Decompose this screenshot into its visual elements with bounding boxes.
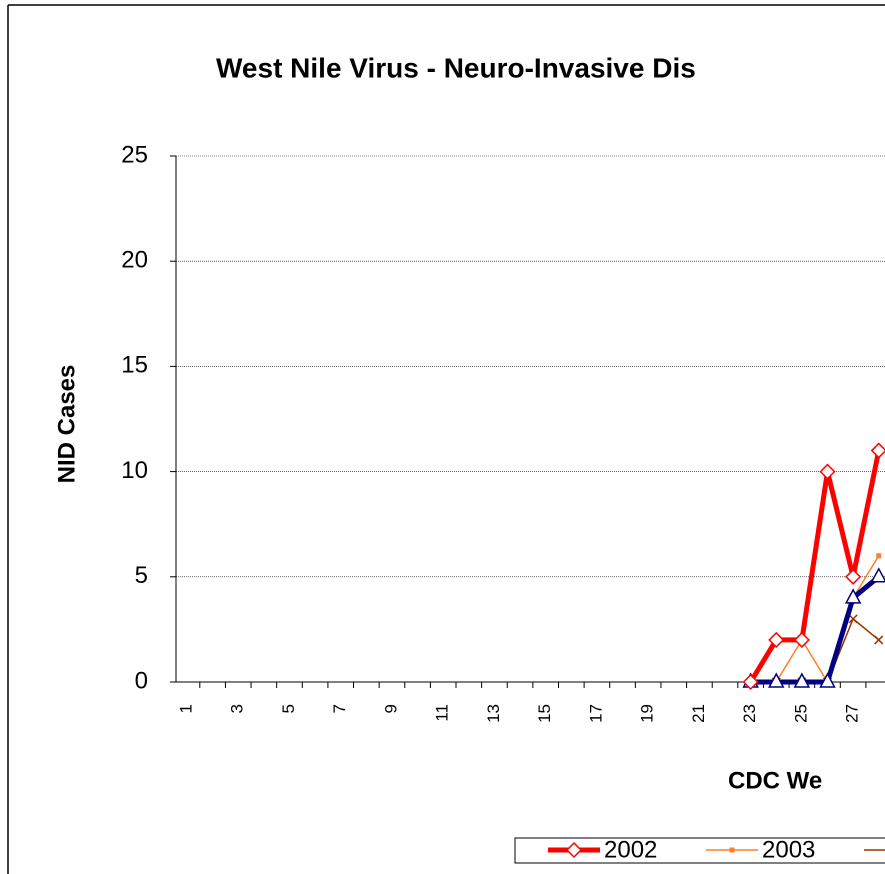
marker <box>793 631 810 648</box>
marker <box>870 567 885 583</box>
y-tick-label: 15 <box>121 352 148 379</box>
marker <box>876 553 882 559</box>
marker <box>565 841 583 859</box>
x-tick-label: 21 <box>689 704 708 723</box>
x-tick-label: 13 <box>484 704 503 723</box>
y-tick-label: 10 <box>121 457 148 484</box>
x-tick-label: 7 <box>330 704 349 713</box>
series-line <box>750 555 880 683</box>
x-tick-label: 17 <box>586 704 605 723</box>
marker <box>845 568 862 585</box>
marker <box>848 614 858 624</box>
x-tick-label: 23 <box>740 704 759 723</box>
legend-label: 2002 <box>604 836 657 863</box>
x-tick-label: 9 <box>381 704 400 713</box>
x-tick-label: 27 <box>843 704 862 723</box>
marker <box>844 588 862 604</box>
marker <box>819 463 836 480</box>
marker <box>768 672 785 688</box>
series-line <box>748 450 882 684</box>
legend-label: 2003 <box>762 836 815 863</box>
x-tick-label: 3 <box>228 704 247 713</box>
marker <box>870 442 885 459</box>
marker <box>874 635 884 645</box>
y-tick-label: 20 <box>121 247 148 274</box>
x-tick-label: 1 <box>176 704 195 713</box>
marker <box>729 847 735 853</box>
marker <box>742 673 759 691</box>
x-tick-label: 5 <box>279 704 298 713</box>
series-line <box>750 574 881 685</box>
marker <box>793 672 811 688</box>
marker <box>768 631 785 648</box>
marker <box>819 672 836 688</box>
x-axis-label: CDC We <box>728 767 822 794</box>
y-tick-label: 25 <box>121 141 148 168</box>
x-tick-label: 25 <box>791 704 810 723</box>
x-tick-label: 11 <box>433 704 452 722</box>
y-tick-label: 5 <box>135 562 148 589</box>
chart-title: West Nile Virus - Neuro-Invasive Dis <box>216 52 696 83</box>
x-tick-label: 15 <box>535 704 554 723</box>
y-tick-label: 0 <box>135 667 148 694</box>
x-tick-label: 19 <box>638 704 657 723</box>
y-axis-label: NID Cases <box>53 365 80 484</box>
